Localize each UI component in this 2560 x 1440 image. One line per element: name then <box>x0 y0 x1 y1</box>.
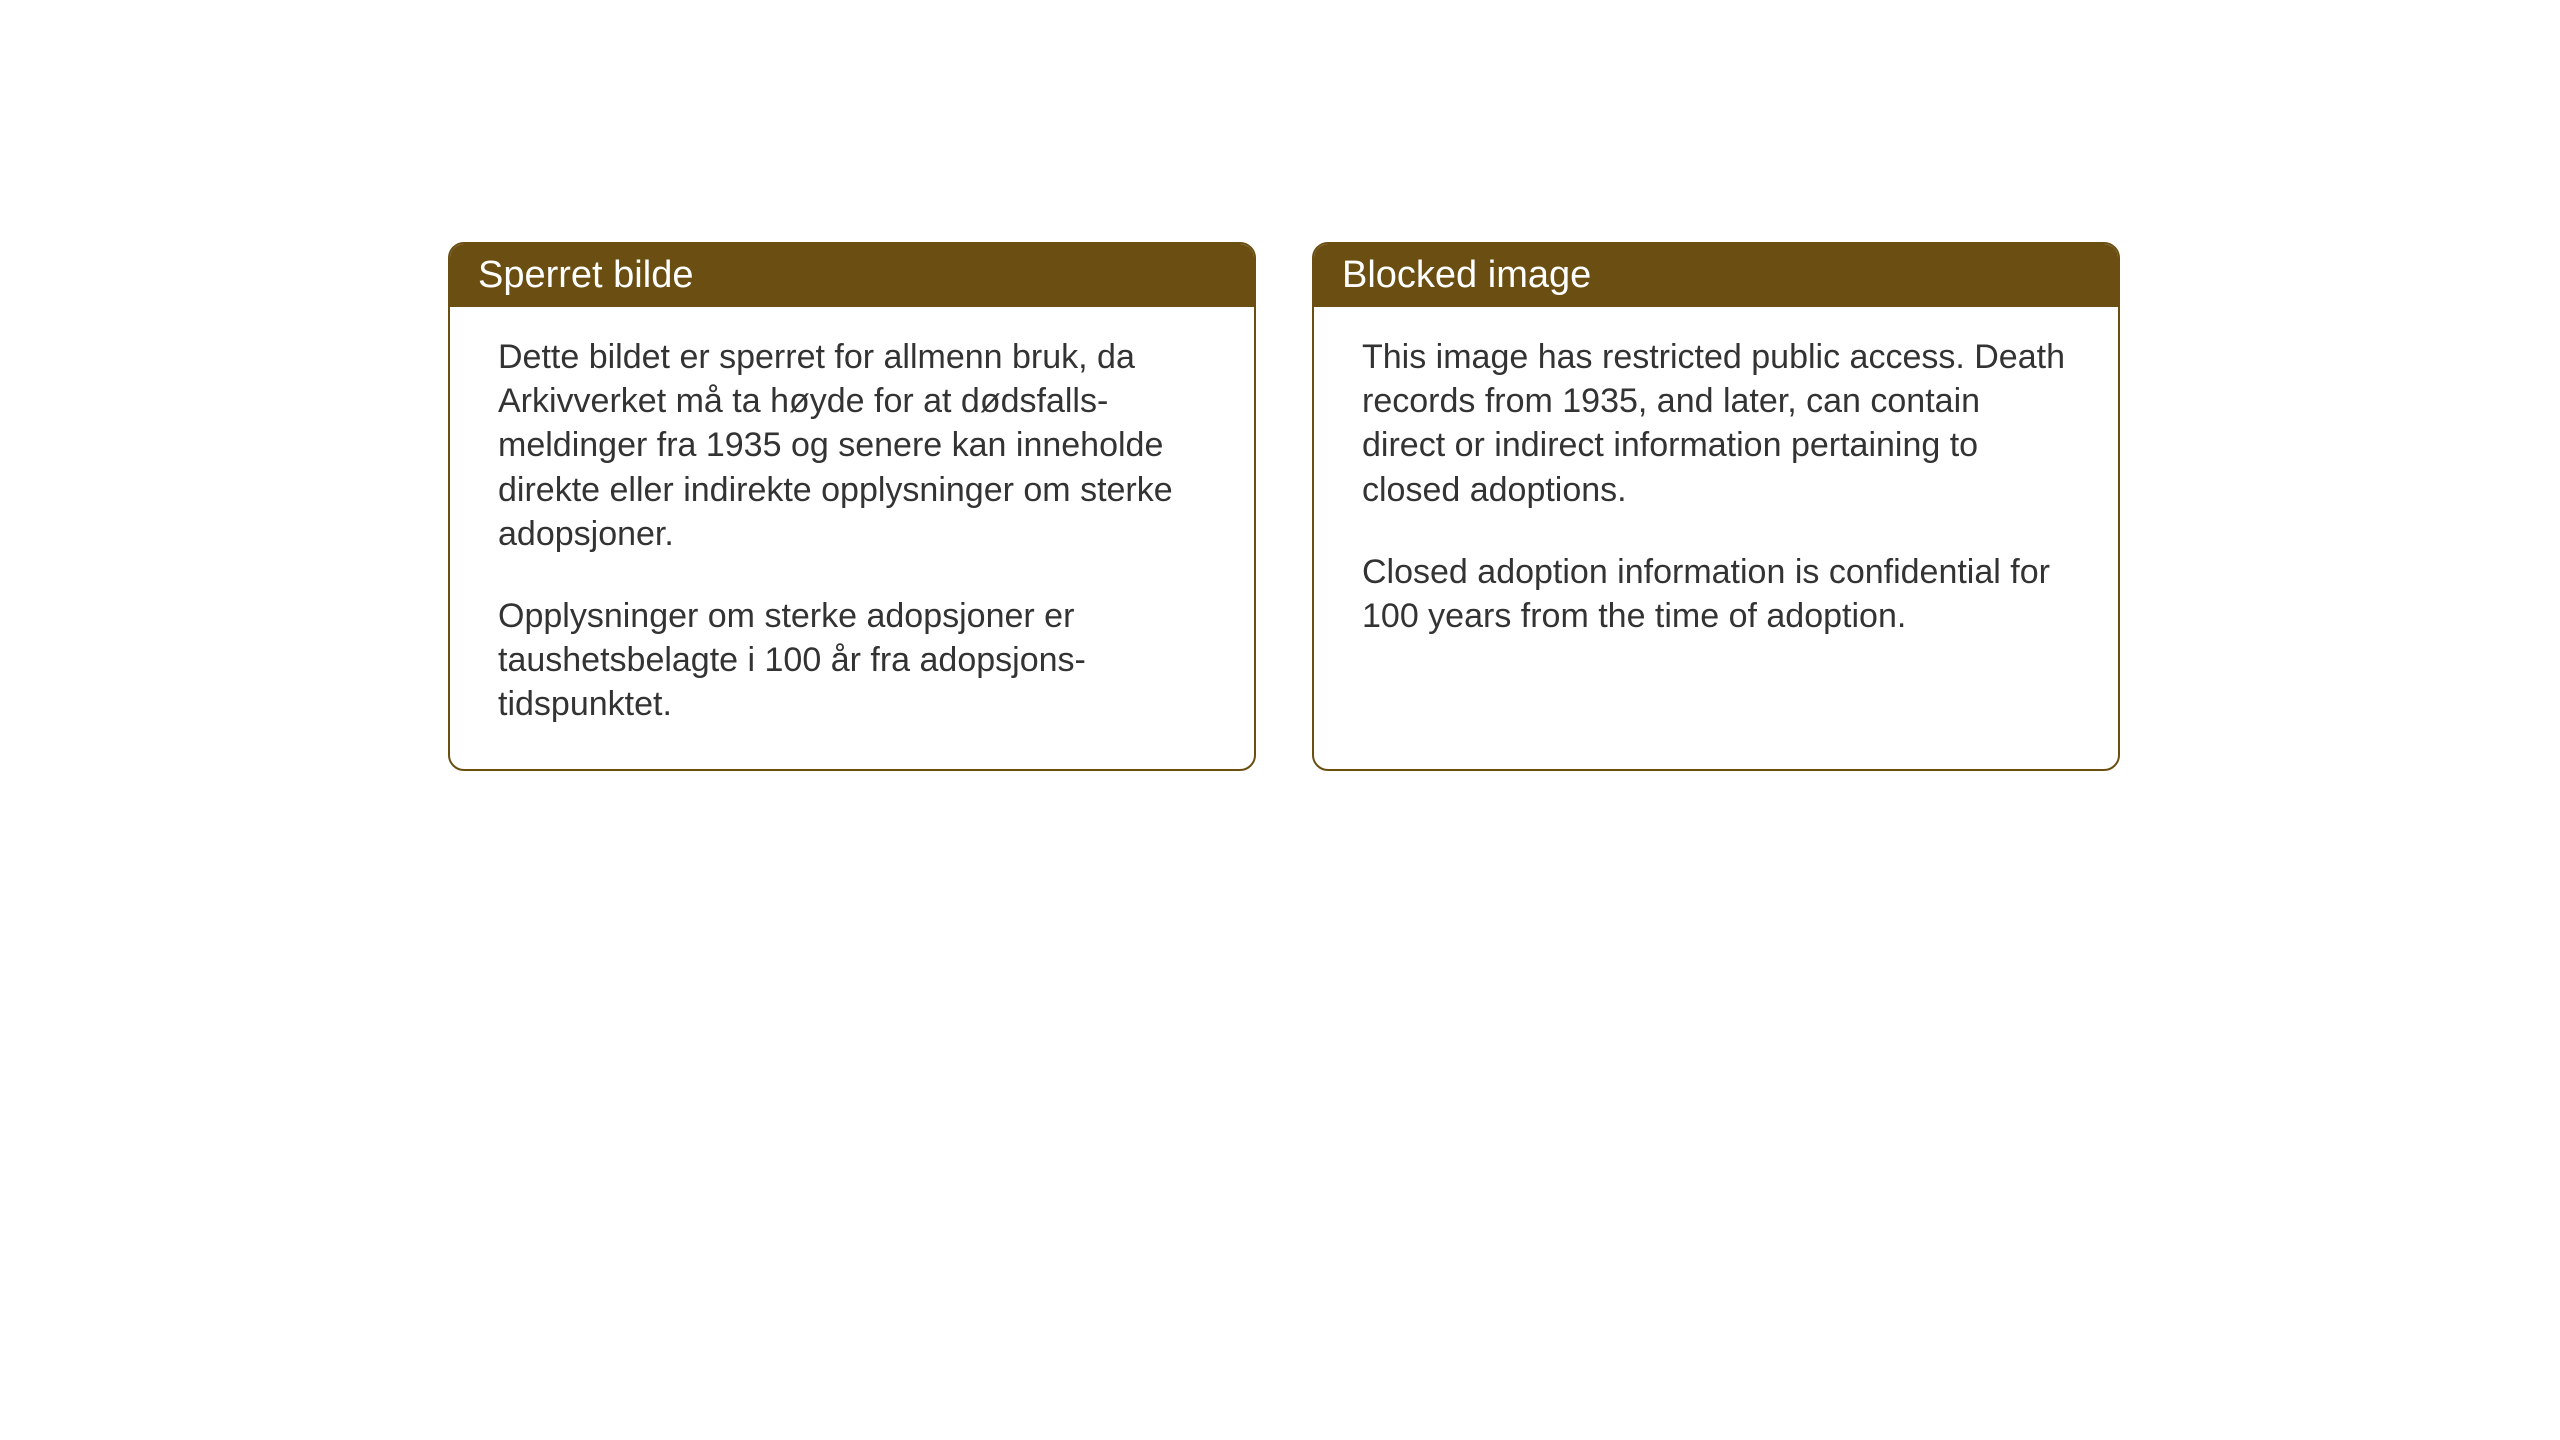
english-notice-box: Blocked image This image has restricted … <box>1312 242 2120 771</box>
norwegian-notice-title: Sperret bilde <box>450 244 1254 307</box>
norwegian-paragraph-2: Opplysninger om sterke adopsjoner er tau… <box>498 594 1206 727</box>
notice-container: Sperret bilde Dette bildet er sperret fo… <box>448 242 2120 771</box>
english-paragraph-2: Closed adoption information is confident… <box>1362 550 2070 638</box>
english-notice-body: This image has restricted public access.… <box>1314 307 2118 680</box>
english-paragraph-1: This image has restricted public access.… <box>1362 335 2070 512</box>
norwegian-notice-box: Sperret bilde Dette bildet er sperret fo… <box>448 242 1256 771</box>
norwegian-notice-body: Dette bildet er sperret for allmenn bruk… <box>450 307 1254 769</box>
norwegian-paragraph-1: Dette bildet er sperret for allmenn bruk… <box>498 335 1206 556</box>
english-notice-title: Blocked image <box>1314 244 2118 307</box>
